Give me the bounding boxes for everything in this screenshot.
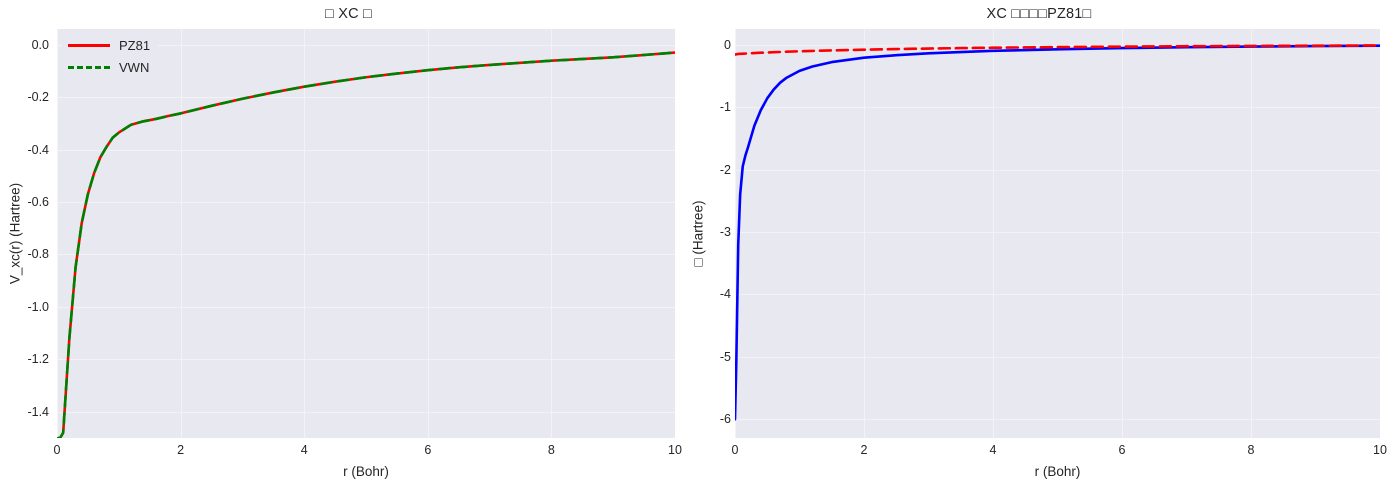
gridline-vertical — [304, 29, 306, 438]
y-axis-label-left: V_xc(r) (Hartree) — [7, 182, 23, 285]
x-axis-label-right: r (Bohr) — [1034, 464, 1081, 479]
y-tick-label: 0 — [724, 37, 731, 52]
gridline-vertical — [551, 29, 553, 438]
legend-left: PZ81 VWN — [62, 33, 159, 80]
x-axis-label-left: r (Bohr) — [343, 464, 389, 479]
legend-entry: VWN — [68, 59, 150, 76]
gridline-horizontal — [57, 359, 675, 361]
gridline-vertical — [57, 29, 58, 438]
legend-label: PZ81 — [119, 38, 151, 53]
gridline-horizontal — [735, 356, 1380, 358]
gridline-vertical — [180, 29, 182, 438]
x-tick-label: 0 — [731, 443, 739, 457]
curves-right — [735, 44, 1380, 421]
gridline-vertical — [864, 29, 865, 438]
y-tick-label: -0.6 — [27, 195, 49, 210]
gridline-horizontal — [57, 202, 675, 204]
y-tick-label: -1.4 — [27, 404, 49, 419]
gridline-vertical — [427, 29, 429, 438]
x-tick-label: 10 — [1373, 443, 1387, 457]
x-tick-label: 8 — [547, 443, 555, 457]
legend-line-swatch — [68, 66, 110, 69]
gridline-horizontal — [57, 254, 675, 256]
y-tick-label: -2 — [719, 162, 731, 177]
gridline-vertical — [993, 29, 994, 438]
y-axis-label-right: □ (Hartree) — [690, 200, 706, 267]
y-tick-label: -1 — [719, 100, 731, 115]
x-tick-label: 6 — [424, 443, 432, 457]
gridline-horizontal — [735, 44, 1380, 46]
curves-left — [57, 51, 675, 438]
gridline-horizontal — [735, 169, 1380, 171]
gridline-horizontal — [57, 306, 675, 308]
legend-label: VWN — [119, 60, 150, 75]
y-tick-label: -0.2 — [27, 90, 49, 105]
x-tick-label: 6 — [1118, 443, 1126, 457]
gridline-horizontal — [57, 149, 675, 151]
x-tick-label: 10 — [668, 443, 682, 457]
gridline-horizontal — [735, 294, 1380, 296]
panel-right-title: XC □□□□PZ81□ — [986, 6, 1092, 22]
y-tick-label: -3 — [719, 224, 731, 239]
curve-pz81 — [57, 51, 675, 438]
x-tick-label: 2 — [860, 443, 868, 457]
y-tick-label: 0.0 — [31, 37, 49, 52]
gridline-horizontal — [735, 107, 1380, 109]
x-tick-label: 2 — [177, 443, 185, 457]
y-tick-label: -4 — [719, 287, 731, 302]
y-tick-label: -5 — [719, 349, 731, 364]
legend-entry: PZ81 — [68, 37, 150, 54]
gridline-horizontal — [57, 97, 675, 99]
curve-dirac — [735, 44, 1380, 421]
gridline-horizontal — [735, 231, 1380, 233]
y-tick-label: -0.4 — [27, 142, 49, 157]
y-tick-label: -1.2 — [27, 352, 49, 367]
curve-vwn — [57, 51, 675, 438]
chart-panel-left: □ XC □ 0.0 -0.2 -0.4 -0.6 -0.8 -1.0 -1.2 -1.4 0… — [7, 6, 682, 479]
x-tick-label: 4 — [989, 443, 997, 457]
chart-panel-right: XC □□□□PZ81□ 0 -1 -2 -3 -4 -5 -6 0 2 4 6 8 10 r (Bo… — [690, 0, 1390, 490]
gridline-vertical — [1122, 29, 1123, 438]
x-tick-label: 0 — [53, 443, 61, 457]
x-tick-label: 4 — [300, 443, 308, 457]
gridline-horizontal — [57, 44, 675, 46]
plot-area-left — [57, 29, 675, 438]
curve-pz81 — [735, 44, 1380, 56]
gridline-vertical — [735, 29, 736, 438]
plot-area-right — [735, 29, 1380, 438]
y-tick-label: -1.0 — [27, 299, 49, 314]
gridline-horizontal — [735, 419, 1380, 421]
legend-line-swatch — [68, 44, 110, 47]
gridline-horizontal — [57, 411, 675, 413]
panel-left-title: □ XC □ — [325, 6, 372, 22]
x-tick-label: 8 — [1247, 443, 1255, 457]
gridline-vertical — [1251, 29, 1252, 438]
y-tick-label: -0.8 — [27, 247, 49, 262]
y-tick-label: -6 — [719, 412, 731, 427]
